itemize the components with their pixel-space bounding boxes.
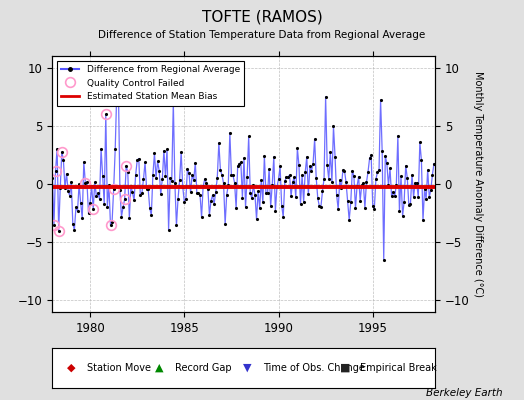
Text: Time of Obs. Change: Time of Obs. Change	[263, 363, 365, 373]
Text: ◆: ◆	[67, 363, 76, 373]
Legend: Difference from Regional Average, Quality Control Failed, Estimated Station Mean: Difference from Regional Average, Qualit…	[57, 60, 245, 106]
Text: ■: ■	[340, 363, 350, 373]
Text: ▼: ▼	[243, 363, 252, 373]
Text: ▲: ▲	[155, 363, 164, 373]
Text: Berkeley Earth: Berkeley Earth	[427, 388, 503, 398]
Y-axis label: Monthly Temperature Anomaly Difference (°C): Monthly Temperature Anomaly Difference (…	[473, 71, 483, 297]
Text: Difference of Station Temperature Data from Regional Average: Difference of Station Temperature Data f…	[99, 30, 425, 40]
Text: Empirical Break: Empirical Break	[361, 363, 437, 373]
Text: TOFTE (RAMOS): TOFTE (RAMOS)	[202, 10, 322, 25]
Text: Record Gap: Record Gap	[175, 363, 232, 373]
Text: Station Move: Station Move	[87, 363, 151, 373]
